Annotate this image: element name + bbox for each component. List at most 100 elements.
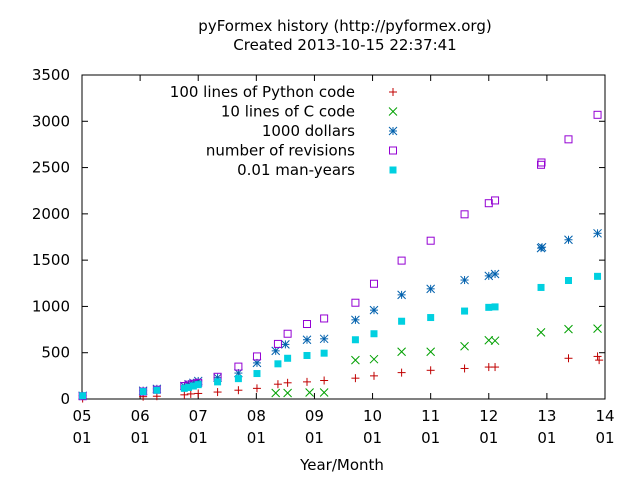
data-point [460,210,469,219]
x-tick-month: 01 [247,429,266,447]
x-tick-month: 01 [479,429,498,447]
data-point [593,324,602,333]
data-point [485,303,493,311]
data-point [284,354,292,362]
x-tick-month: 01 [537,429,556,447]
data-point [283,388,292,398]
data-point [271,388,281,398]
data-point [79,392,87,400]
data-point [281,340,290,349]
data-point [490,336,500,346]
data-point [460,364,469,373]
data-point [564,324,573,334]
data-point [564,354,573,363]
legend-label: 100 lines of Python code [170,83,355,101]
data-point [213,388,222,397]
data-point [252,352,261,361]
legend-marker [389,166,397,174]
data-point [369,279,378,288]
data-point [397,347,406,357]
data-point [273,380,282,389]
data-point [319,334,329,344]
data-point [351,298,360,307]
data-point [194,389,203,398]
data-point [302,320,311,329]
data-point [271,346,281,356]
data-point [214,378,222,386]
data-point [153,386,161,394]
data-point [283,329,292,338]
x-tick-year: 12 [479,407,498,425]
x-tick-year: 11 [421,407,440,425]
data-point [491,196,500,205]
data-point [185,383,193,391]
chart-title: pyFormex history (http://pyformex.org) [198,17,492,35]
data-point [461,307,469,315]
data-point [564,235,573,245]
data-point [537,283,545,291]
data-point [234,362,243,371]
x-tick-year: 06 [131,407,150,425]
data-point [234,375,242,383]
data-point [194,381,202,389]
data-point [252,384,261,393]
x-tick-month: 01 [595,429,614,447]
data-point [426,366,435,375]
data-point [398,317,406,325]
data-point [351,374,360,383]
data-point [426,236,435,245]
data-point [537,158,546,167]
data-point [283,378,292,387]
x-tick-year: 14 [595,407,614,425]
x-tick-month: 01 [305,429,324,447]
data-point [303,351,311,359]
data-point [564,277,572,285]
x-tick-year: 08 [247,407,266,425]
legend-marker [388,126,398,136]
data-point [305,388,314,397]
data-point [594,272,602,280]
data-point [491,363,500,372]
data-point [139,388,147,396]
x-tick-month: 01 [363,429,382,447]
x-tick-year: 05 [72,407,91,425]
data-point [320,314,329,323]
data-point [490,269,500,279]
y-tick-label: 3000 [32,112,70,130]
x-axis-label: Year/Month [299,456,384,474]
data-point [302,377,311,386]
y-tick-label: 1500 [32,251,70,269]
data-point [369,354,379,364]
x-tick-month: 01 [421,429,440,447]
data-point [320,376,329,385]
legend-marker [389,146,397,155]
data-point [351,336,359,344]
data-point [274,360,282,368]
data-point [397,290,406,300]
legend-marker [388,107,398,116]
y-tick-label: 2500 [32,159,70,177]
data-point [369,305,379,315]
x-tick-month: 01 [72,429,91,447]
y-axis: 0 500 1000 1500 2000 2500 3000 3500 [32,66,605,408]
legend-label: number of revisions [206,142,355,160]
data-point [484,271,494,281]
data-point [460,341,469,351]
y-tick-label: 0 [60,390,70,408]
x-tick-year: 10 [363,407,382,425]
data-point [484,199,493,208]
data-point [302,335,312,345]
data-point [593,110,602,119]
plot-border [81,74,606,400]
data-point [427,314,435,322]
x-tick-year: 13 [537,407,556,425]
data-point [460,275,469,285]
x-tick-month: 01 [131,429,150,447]
data-point [593,228,602,238]
data-point [186,389,195,398]
y-tick-label: 3500 [32,66,70,84]
data-point [426,284,436,294]
chart-subtitle: Created 2013-10-15 22:37:41 [233,36,457,54]
data-point [537,160,546,169]
